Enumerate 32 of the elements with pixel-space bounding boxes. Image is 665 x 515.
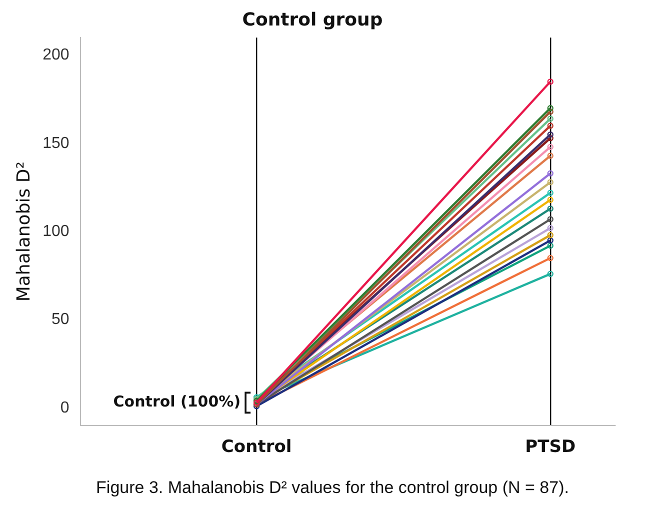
point: [547, 144, 554, 150]
y-tick-label: 200: [42, 46, 70, 64]
point: [547, 232, 554, 238]
y-tick-label: 100: [42, 223, 70, 240]
point: [547, 108, 554, 115]
point: [547, 105, 554, 112]
caption: Figure 3. Mahalanobis D² values for the control group (N = 87).: [95, 478, 570, 498]
point: [547, 170, 554, 176]
point: [547, 78, 554, 85]
point: [547, 152, 554, 159]
y-tick-label: 50: [52, 311, 70, 328]
x-tick-label: PTSD: [525, 437, 576, 458]
y-tick-label: 150: [42, 134, 70, 152]
point: [547, 132, 554, 138]
point: [547, 196, 554, 203]
y-tick-label: 0: [60, 399, 70, 416]
point: [547, 122, 554, 129]
x-tick-label: Control: [221, 437, 292, 458]
point: [547, 179, 554, 186]
point: [547, 237, 554, 244]
chart-title: Control group: [242, 9, 383, 30]
point: [547, 190, 554, 196]
point: [547, 135, 554, 142]
annotation: Control (100%): [113, 392, 241, 411]
point: [547, 270, 554, 278]
point: [547, 216, 554, 222]
point: [547, 242, 554, 249]
point: [547, 224, 554, 232]
point: [547, 206, 554, 212]
point: [547, 254, 554, 262]
point: [547, 116, 554, 122]
y-axis-title: Mahalanobis D²: [13, 162, 34, 302]
